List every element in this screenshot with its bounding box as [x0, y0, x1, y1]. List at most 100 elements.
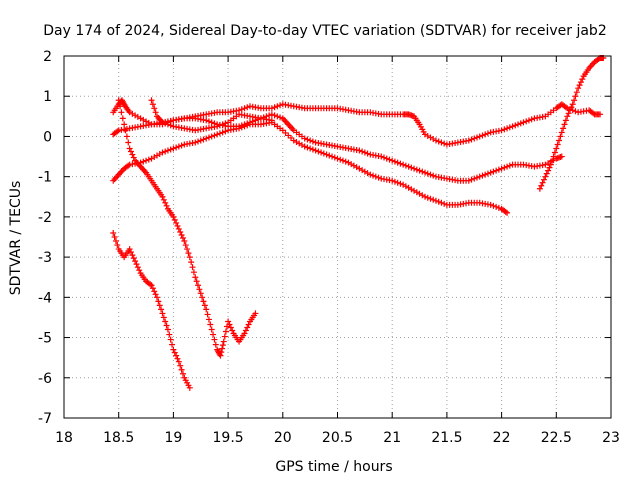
x-axis-label: GPS time / hours — [275, 459, 392, 475]
data-point — [566, 107, 573, 114]
data-point — [484, 170, 491, 177]
data-point — [205, 134, 212, 141]
data-point — [389, 157, 396, 164]
data-point — [111, 234, 118, 240]
data-point — [200, 298, 207, 305]
data-point — [229, 327, 236, 334]
data-point — [337, 156, 344, 163]
data-point — [164, 147, 171, 154]
data-point — [211, 132, 218, 139]
data-point — [389, 177, 396, 184]
data-point — [125, 162, 132, 169]
data-point — [214, 123, 221, 130]
data-point — [493, 203, 500, 210]
data-point — [152, 109, 159, 116]
data-point — [515, 121, 522, 128]
data-point — [177, 362, 184, 369]
data-point — [441, 200, 448, 207]
data-point — [465, 137, 472, 144]
data-point — [170, 213, 177, 220]
data-point — [208, 326, 215, 333]
data-point — [134, 264, 141, 271]
data-point — [216, 122, 223, 129]
data-point — [188, 259, 195, 266]
data-point — [364, 150, 371, 157]
data-point — [573, 89, 580, 96]
data-point — [210, 331, 217, 338]
data-point — [186, 384, 193, 391]
data-point — [268, 111, 275, 118]
data-point — [217, 352, 224, 359]
series-trace-g — [536, 55, 607, 192]
y-tick-label: 2 — [43, 49, 52, 65]
data-point — [162, 199, 169, 206]
data-point — [471, 175, 478, 182]
data-point — [487, 169, 494, 176]
data-point — [405, 163, 412, 170]
data-point — [572, 93, 579, 100]
data-point — [482, 131, 489, 138]
data-point — [326, 152, 333, 159]
y-axis-label: SDTVAR / TECUs — [8, 181, 24, 296]
data-point — [441, 140, 448, 147]
data-point — [569, 101, 576, 108]
data-point — [192, 139, 199, 146]
data-point — [219, 129, 226, 136]
data-point — [203, 117, 210, 124]
data-point — [147, 281, 154, 288]
data-point — [171, 349, 178, 356]
data-point — [307, 145, 314, 152]
data-point — [151, 105, 158, 112]
data-point — [121, 121, 128, 128]
data-point — [159, 149, 166, 156]
data-point — [184, 246, 191, 253]
data-point — [149, 101, 156, 108]
data-point — [571, 97, 578, 104]
data-point — [575, 85, 582, 92]
data-markers — [110, 55, 607, 391]
data-point — [133, 261, 140, 268]
data-point — [174, 222, 181, 229]
data-point — [219, 345, 226, 352]
data-point — [245, 321, 252, 328]
data-point — [123, 133, 130, 140]
data-point — [334, 155, 341, 162]
data-point — [397, 180, 404, 187]
data-point — [114, 242, 121, 249]
data-point — [193, 278, 200, 285]
data-point — [185, 250, 192, 257]
data-point — [342, 158, 349, 165]
data-point — [416, 167, 423, 174]
data-point — [424, 170, 431, 177]
x-tick-label: 23 — [602, 430, 620, 446]
data-point — [502, 208, 509, 215]
data-point — [222, 328, 229, 335]
series-trace-c — [110, 119, 511, 216]
data-point — [512, 122, 519, 129]
chart-title: Day 174 of 2024, Sidereal Day-to-day VTE… — [43, 23, 606, 39]
data-point — [487, 201, 494, 208]
data-point — [242, 327, 249, 334]
data-point — [564, 113, 571, 120]
data-point — [160, 196, 167, 203]
data-point — [490, 168, 497, 175]
data-point — [576, 82, 583, 89]
data-point — [159, 119, 166, 126]
data-point — [430, 172, 437, 179]
data-point — [151, 288, 158, 295]
data-point — [329, 153, 336, 160]
data-point — [545, 167, 552, 174]
data-point — [482, 171, 489, 178]
data-point — [432, 197, 439, 204]
data-point — [551, 149, 558, 156]
data-point — [244, 324, 251, 331]
data-point — [554, 141, 561, 148]
data-point — [356, 147, 363, 154]
data-point — [339, 157, 346, 164]
data-point — [517, 120, 524, 127]
data-point — [205, 118, 212, 125]
data-point — [190, 269, 197, 276]
data-point — [236, 125, 243, 132]
data-point — [118, 109, 125, 116]
data-point — [378, 153, 385, 160]
